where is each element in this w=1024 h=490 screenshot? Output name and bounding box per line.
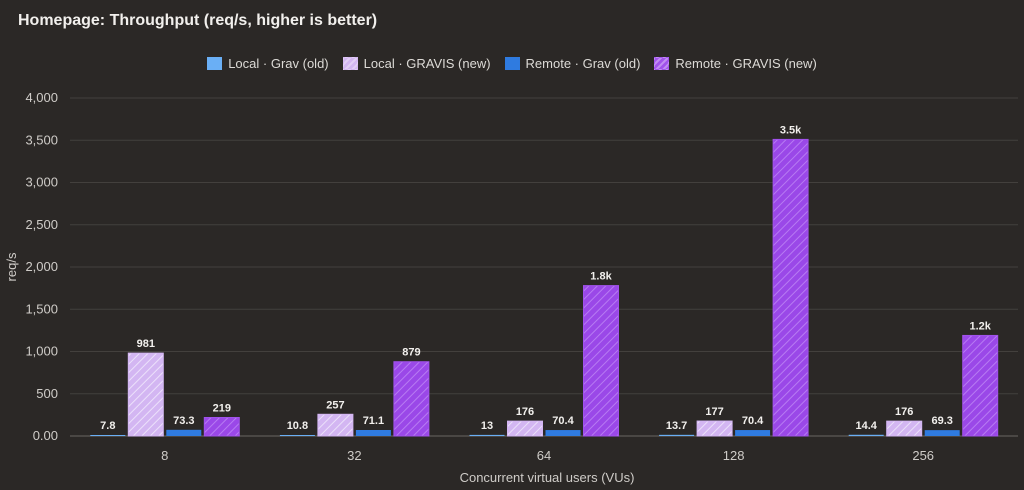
legend-item-local-gravis-new[interactable]: Local · GRAVIS (new) xyxy=(342,56,491,71)
bar[interactable] xyxy=(90,435,126,436)
legend-swatch xyxy=(342,57,358,70)
bar[interactable] xyxy=(545,430,581,436)
bar[interactable] xyxy=(583,285,619,437)
bar[interactable] xyxy=(924,430,960,436)
x-tick-label: 128 xyxy=(723,448,745,463)
gridlines xyxy=(70,97,1018,437)
data-label: 14.4 xyxy=(855,420,877,432)
y-tick-label: 500 xyxy=(36,386,58,401)
bar[interactable] xyxy=(279,435,315,436)
legend-label: Remote · GRAVIS (new) xyxy=(675,56,817,71)
x-tick-label: 256 xyxy=(912,448,934,463)
y-tick-label: 1,500 xyxy=(25,301,58,316)
x-axis-ticks: 8 32 64 128 256 xyxy=(161,448,934,463)
bar[interactable] xyxy=(735,430,771,436)
y-axis-ticks: 0.00 500 1,000 1,500 2,000 2,500 3,000 3,500 4,0… xyxy=(25,90,58,443)
data-label: 981 xyxy=(137,338,155,350)
legend-item-remote-gravis-new[interactable]: Remote · GRAVIS (new) xyxy=(654,56,817,71)
bars: 7.8 981 73.3 219 10.8 257 71.1 879 13 176 70.4 1.8k… xyxy=(90,124,999,437)
bar[interactable] xyxy=(696,420,733,437)
y-tick-label: 4,000 xyxy=(25,90,58,105)
bar[interactable] xyxy=(507,420,543,437)
bar[interactable] xyxy=(886,420,923,437)
bar[interactable] xyxy=(355,429,391,436)
data-label: 176 xyxy=(895,406,913,418)
data-label: 1.2k xyxy=(969,320,991,332)
legend-label: Local · GRAVIS (new) xyxy=(363,56,491,71)
data-label: 1.8k xyxy=(590,271,612,283)
bar[interactable] xyxy=(317,413,354,437)
bar[interactable] xyxy=(393,361,430,437)
data-label: 879 xyxy=(402,347,420,359)
y-tick-label: 0.00 xyxy=(33,428,58,443)
data-label: 7.8 xyxy=(100,420,115,432)
data-label: 177 xyxy=(705,406,723,418)
bar[interactable] xyxy=(203,416,240,437)
bar[interactable] xyxy=(659,434,695,436)
bar[interactable] xyxy=(469,434,505,436)
legend-swatch xyxy=(654,57,670,70)
data-label: 219 xyxy=(213,402,231,414)
y-tick-label: 3,500 xyxy=(25,132,58,147)
data-label: 13.7 xyxy=(666,420,687,432)
legend-item-local-grav-old[interactable]: Local · Grav (old) xyxy=(207,56,329,71)
y-tick-label: 2,000 xyxy=(25,259,58,274)
x-tick-label: 8 xyxy=(161,448,168,463)
legend-label: Local · Grav (old) xyxy=(228,56,329,71)
bar[interactable] xyxy=(166,429,202,436)
y-axis-label: req/s xyxy=(4,252,19,281)
data-label: 73.3 xyxy=(173,415,194,427)
bar[interactable] xyxy=(772,138,809,437)
data-label: 257 xyxy=(326,399,344,411)
chart-legend: Local · Grav (old) Local · GRAVIS (new) … xyxy=(0,56,1024,71)
data-label: 70.4 xyxy=(552,415,574,427)
x-tick-label: 64 xyxy=(537,448,551,463)
data-label: 69.3 xyxy=(931,415,952,427)
legend-label: Remote · Grav (old) xyxy=(525,56,641,71)
bar[interactable] xyxy=(127,352,164,437)
data-label: 10.8 xyxy=(287,420,308,432)
y-tick-label: 3,000 xyxy=(25,175,58,190)
data-label: 3.5k xyxy=(780,124,802,136)
chart-title: Homepage: Throughput (req/s, higher is b… xyxy=(18,12,378,29)
data-label: 70.4 xyxy=(742,415,764,427)
legend-item-remote-grav-old[interactable]: Remote · Grav (old) xyxy=(504,56,641,71)
legend-swatch xyxy=(504,57,520,70)
bar[interactable] xyxy=(962,334,999,437)
data-label: 176 xyxy=(516,406,534,418)
data-label: 13 xyxy=(481,420,493,432)
y-tick-label: 1,000 xyxy=(25,344,58,359)
legend-swatch xyxy=(207,57,223,70)
bar[interactable] xyxy=(848,434,884,436)
data-label: 71.1 xyxy=(363,415,384,427)
x-axis-label: Concurrent virtual users (VUs) xyxy=(460,470,635,485)
x-tick-label: 32 xyxy=(347,448,361,463)
y-tick-label: 2,500 xyxy=(25,217,58,232)
